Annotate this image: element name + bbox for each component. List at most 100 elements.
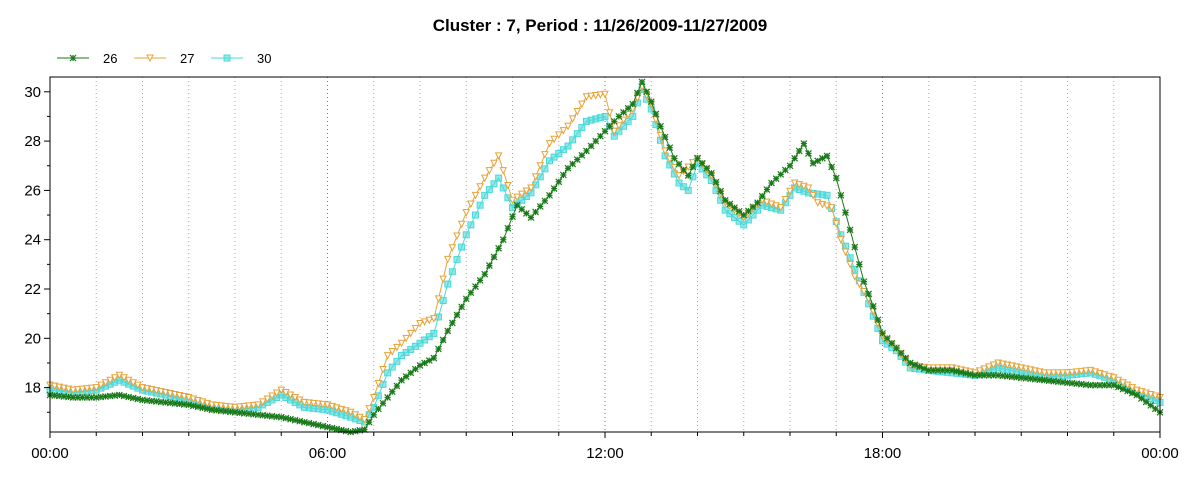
data-point	[573, 130, 581, 138]
data-point	[550, 185, 558, 192]
y-tick-label: 20	[24, 330, 41, 347]
data-point	[430, 329, 438, 337]
data-point	[744, 207, 752, 215]
data-point	[578, 124, 586, 132]
series-layer	[46, 78, 1164, 436]
data-point	[527, 214, 535, 221]
data-point	[402, 373, 410, 380]
data-point	[647, 98, 655, 106]
data-point	[624, 104, 632, 112]
data-point	[157, 398, 165, 406]
data-point	[749, 203, 757, 211]
legend-item-26: 26	[57, 51, 117, 66]
data-point	[420, 318, 429, 327]
data-point	[504, 224, 512, 232]
data-point	[194, 403, 202, 411]
data-point	[583, 147, 590, 155]
data-point	[1017, 374, 1025, 382]
data-point	[619, 116, 628, 125]
data-point	[78, 394, 86, 401]
data-point	[1059, 369, 1067, 377]
data-point	[430, 354, 438, 362]
data-point	[1068, 379, 1076, 387]
data-point	[948, 366, 956, 374]
data-point	[83, 394, 91, 401]
data-point	[559, 171, 567, 179]
data-point	[485, 167, 494, 175]
data-point	[828, 163, 836, 171]
data-point	[240, 402, 249, 411]
data-point	[268, 392, 276, 401]
data-point	[481, 270, 489, 278]
data-point	[217, 407, 225, 415]
data-point	[643, 88, 651, 96]
data-point	[809, 159, 817, 167]
data-point	[439, 336, 447, 344]
data-point	[652, 110, 660, 118]
data-point	[962, 369, 970, 377]
data-point	[300, 418, 308, 426]
data-point	[624, 111, 632, 119]
data-point	[976, 371, 984, 379]
data-point	[471, 191, 480, 200]
data-point	[776, 204, 785, 212]
data-point	[850, 273, 859, 281]
data-point	[416, 362, 424, 369]
data-point	[1128, 389, 1136, 397]
data-point	[291, 416, 299, 424]
data-point	[929, 366, 937, 374]
data-point	[513, 193, 521, 202]
data-point	[397, 339, 406, 348]
data-point	[601, 90, 609, 99]
data-point	[740, 211, 748, 219]
data-point	[522, 209, 530, 217]
data-point	[869, 302, 877, 310]
data-point	[425, 316, 434, 325]
data-point	[231, 408, 239, 416]
x-tick-label: 00:00	[31, 445, 69, 462]
data-point	[305, 419, 313, 427]
data-point	[605, 109, 614, 117]
data-point	[694, 154, 701, 162]
data-point	[615, 113, 623, 120]
data-point	[379, 366, 387, 374]
data-point	[670, 154, 678, 162]
data-point	[656, 131, 665, 140]
data-point	[902, 354, 910, 362]
data-point	[258, 398, 267, 407]
data-point	[791, 154, 799, 162]
y-tick-label: 30	[24, 84, 41, 101]
data-point	[781, 166, 789, 174]
data-point	[573, 156, 581, 164]
data-point	[379, 399, 387, 407]
data-point	[462, 209, 471, 217]
data-point	[578, 151, 586, 159]
data-point	[994, 371, 1002, 379]
data-point	[65, 393, 72, 401]
data-point	[1096, 381, 1104, 389]
data-point	[106, 376, 114, 385]
data-point	[448, 268, 456, 276]
data-point	[361, 426, 368, 433]
x-tick-label: 06:00	[309, 445, 347, 462]
data-point	[97, 381, 105, 390]
data-point	[356, 426, 364, 434]
data-point	[531, 173, 540, 181]
data-point	[541, 197, 549, 205]
data-point	[818, 154, 826, 162]
y-tick-label: 26	[24, 182, 41, 199]
data-point	[726, 200, 734, 208]
data-point	[407, 369, 415, 377]
data-point	[610, 117, 618, 125]
data-point	[1063, 369, 1072, 377]
data-point	[485, 262, 493, 270]
data-point	[754, 199, 762, 207]
data-point	[337, 426, 345, 434]
data-point	[509, 213, 516, 221]
data-point	[384, 394, 392, 401]
data-point	[309, 399, 318, 408]
data-point	[1077, 380, 1085, 388]
data-point	[453, 232, 461, 241]
data-point	[435, 345, 442, 353]
data-point	[434, 295, 443, 303]
